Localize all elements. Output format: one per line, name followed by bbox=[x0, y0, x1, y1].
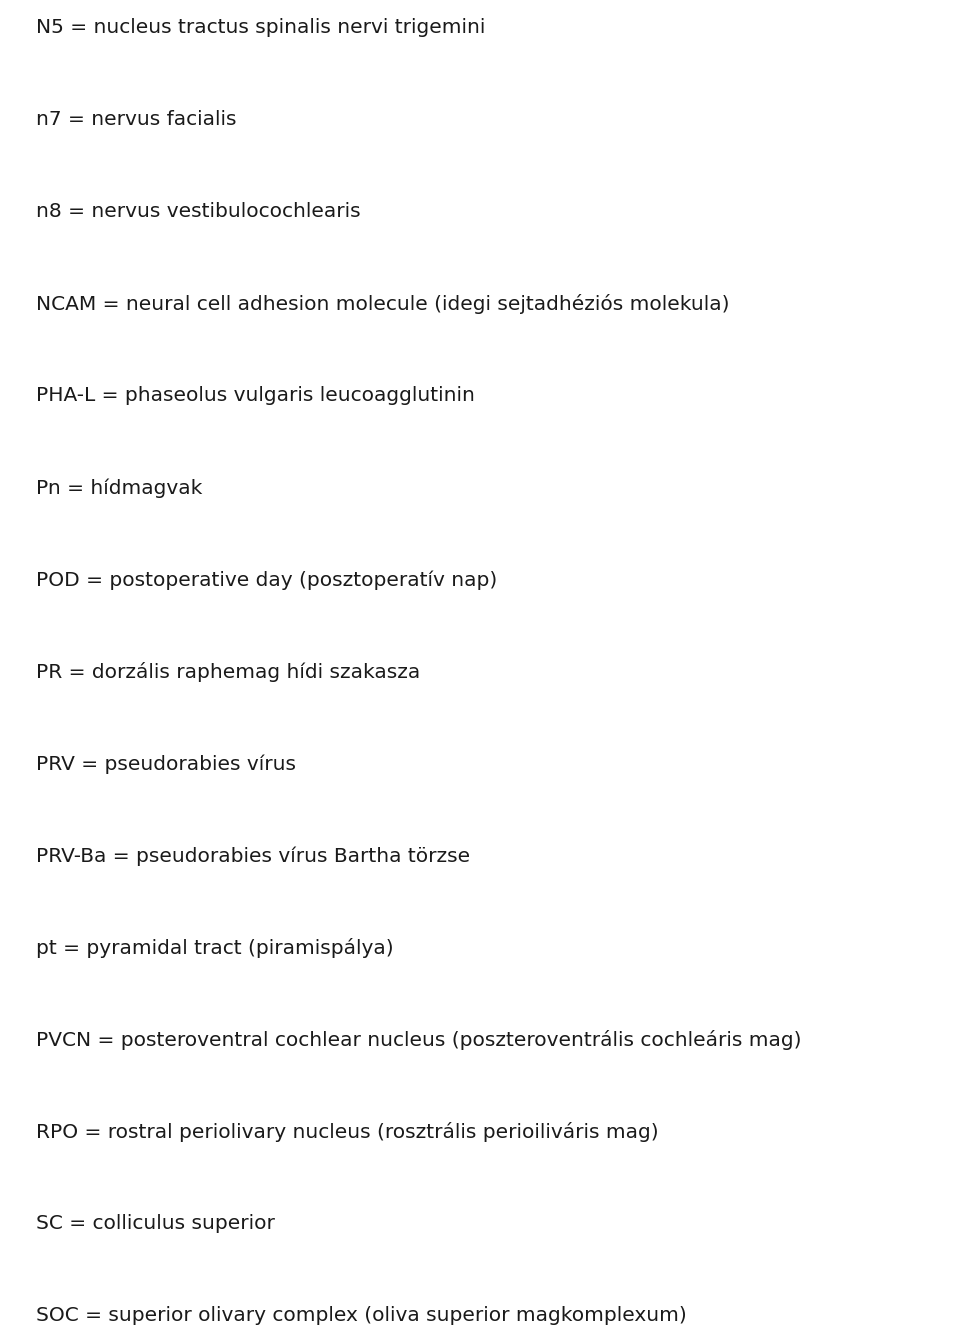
Text: PRV-Ba = pseudorabies vírus Bartha törzse: PRV-Ba = pseudorabies vírus Bartha törzs… bbox=[36, 846, 470, 866]
Text: PR = dorzális raphemag hídi szakasza: PR = dorzális raphemag hídi szakasza bbox=[36, 662, 420, 682]
Text: N5 = nucleus tractus spinalis nervi trigemini: N5 = nucleus tractus spinalis nervi trig… bbox=[36, 19, 486, 37]
Text: PHA-L = phaseolus vulgaris leucoagglutinin: PHA-L = phaseolus vulgaris leucoagglutin… bbox=[36, 386, 475, 405]
Text: SOC = superior olivary complex (oliva superior magkomplexum): SOC = superior olivary complex (oliva su… bbox=[36, 1305, 686, 1325]
Text: Pn = hídmagvak: Pn = hídmagvak bbox=[36, 478, 203, 497]
Text: RPO = rostral periolivary nucleus (rosztrális perioiliváris mag): RPO = rostral periolivary nucleus (roszt… bbox=[36, 1122, 659, 1142]
Text: POD = postoperative day (posztoperatív nap): POD = postoperative day (posztoperatív n… bbox=[36, 570, 497, 590]
Text: pt = pyramidal tract (piramispálya): pt = pyramidal tract (piramispálya) bbox=[36, 938, 394, 958]
Text: PVCN = posteroventral cochlear nucleus (poszteroventrális cochleáris mag): PVCN = posteroventral cochlear nucleus (… bbox=[36, 1030, 802, 1050]
Text: PRV = pseudorabies vírus: PRV = pseudorabies vírus bbox=[36, 754, 296, 774]
Text: n7 = nervus facialis: n7 = nervus facialis bbox=[36, 111, 236, 129]
Text: n8 = nervus vestibulocochlearis: n8 = nervus vestibulocochlearis bbox=[36, 202, 361, 221]
Text: NCAM = neural cell adhesion molecule (idegi sejtadhéziós molekula): NCAM = neural cell adhesion molecule (id… bbox=[36, 294, 730, 314]
Text: SC = colliculus superior: SC = colliculus superior bbox=[36, 1213, 275, 1233]
